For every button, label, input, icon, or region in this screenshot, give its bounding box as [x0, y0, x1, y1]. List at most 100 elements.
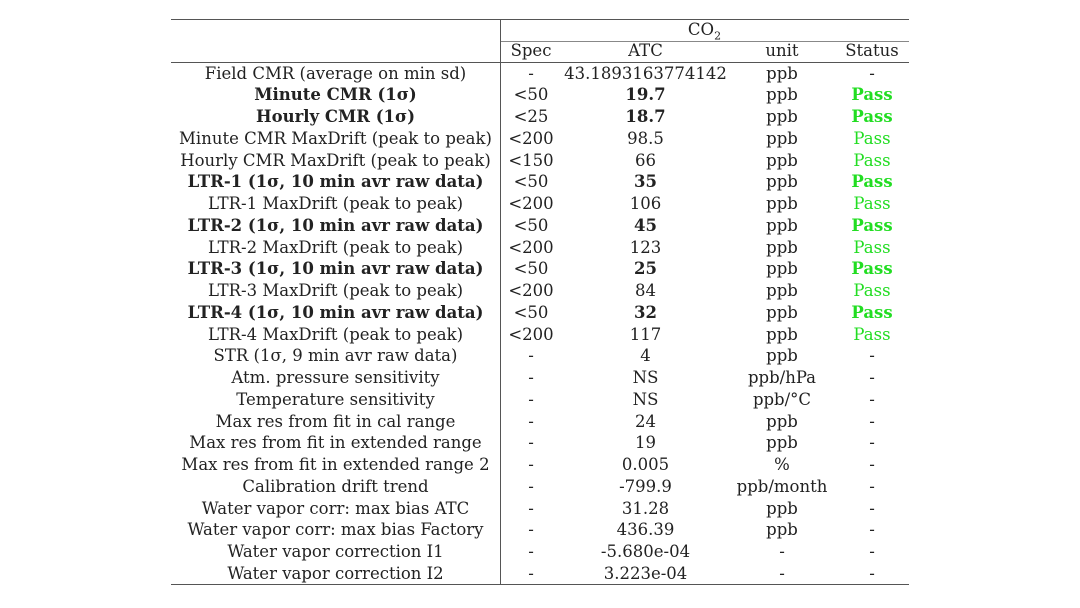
- row-status-cell: Pass: [853, 237, 891, 257]
- header-status: Status: [845, 41, 899, 60]
- table-row: LTR-4 MaxDrift (peak to peak) <200 117 ppb P…: [171, 324, 909, 346]
- row-status-cell: -: [869, 563, 875, 583]
- row-atc-cell: -799.9: [619, 476, 672, 496]
- row-name-cell: LTR-1 MaxDrift (peak to peak): [207, 194, 464, 213]
- row-unit-cell: ppb: [766, 172, 798, 192]
- row-spec-cell: -: [528, 563, 534, 583]
- row-name-cell: LTR-1 (1σ, 10 min avr raw data): [187, 172, 484, 192]
- row-atc-cell: 19: [635, 433, 656, 453]
- row-unit-cell: ppb: [766, 150, 798, 170]
- row-atc-cell: 32: [634, 302, 657, 322]
- row-atc-cell: 35: [634, 172, 657, 192]
- row-spec-cell: -: [528, 455, 534, 474]
- row-unit-cell: ppb: [766, 259, 798, 279]
- table-row: LTR-3 MaxDrift (peak to peak) <200 84 ppb Pa…: [171, 280, 909, 302]
- row-atc-cell: 98.5: [627, 128, 664, 148]
- row-unit-cell: ppb/°C: [752, 389, 812, 409]
- row-status-cell: -: [869, 433, 875, 453]
- row-spec-cell: -: [528, 476, 534, 496]
- row-atc-cell: 31.28: [621, 498, 670, 518]
- header-spec: Spec: [510, 41, 552, 60]
- table-row: Max res from fit in cal range - 24 ppb -: [171, 411, 909, 433]
- table-row: Calibration drift trend - -799.9 ppb/month -: [171, 476, 909, 498]
- row-atc-cell: 106: [629, 194, 662, 213]
- row-spec-cell: <50: [513, 85, 549, 105]
- row-atc-cell: 84: [635, 281, 656, 300]
- row-atc-cell: 19.7: [625, 85, 666, 105]
- row-unit-cell: ppb: [766, 346, 798, 366]
- row-status-cell: Pass: [851, 85, 893, 105]
- table-row: Atm. pressure sensitivity - NS ppb/hPa -: [171, 367, 909, 389]
- row-unit-cell: ppb: [766, 324, 798, 344]
- row-unit-cell: -: [779, 542, 785, 561]
- row-unit-cell: ppb: [766, 128, 798, 148]
- row-spec-cell: <200: [508, 324, 554, 344]
- row-spec-cell: -: [528, 346, 534, 366]
- row-unit-cell: ppb: [766, 411, 798, 431]
- row-name-cell: Temperature sensitivity: [236, 389, 435, 409]
- row-unit-cell: ppb/month: [736, 476, 828, 496]
- header-atc: ATC: [628, 41, 663, 60]
- table-row: Minute CMR MaxDrift (peak to peak) <200 98…: [171, 128, 909, 150]
- row-unit-cell: ppb: [766, 281, 798, 300]
- row-atc-cell: 3.223e-04: [603, 563, 688, 583]
- row-unit-cell: ppb: [766, 520, 798, 540]
- row-atc-cell: 25: [634, 259, 657, 279]
- row-name-cell: LTR-4 (1σ, 10 min avr raw data): [187, 302, 484, 322]
- row-spec-cell: -: [528, 542, 534, 561]
- table-row: Water vapor correction I1 - -5.680e-04 - -: [171, 541, 909, 563]
- row-status-cell: -: [869, 520, 875, 540]
- row-spec-cell: -: [528, 411, 534, 431]
- column-header-row: Spec ATC unit Status: [171, 40, 909, 62]
- row-name-cell: Minute CMR (1σ): [254, 85, 417, 105]
- row-name-cell: LTR-3 (1σ, 10 min avr raw data): [187, 259, 484, 279]
- row-status-cell: -: [869, 411, 875, 431]
- row-atc-cell: NS: [632, 368, 659, 387]
- row-name-cell: Water vapor corr: max bias ATC: [201, 498, 470, 518]
- row-status-cell: -: [869, 368, 875, 387]
- row-status-cell: Pass: [853, 150, 891, 170]
- table-row: LTR-3 (1σ, 10 min avr raw data) <50 25 ppb P…: [171, 258, 909, 280]
- row-name-cell: Calibration drift trend: [242, 476, 429, 496]
- row-spec-cell: -: [528, 433, 534, 453]
- row-spec-cell: <200: [508, 194, 554, 213]
- row-name-cell: Max res from fit in cal range: [215, 411, 456, 431]
- row-atc-cell: 123: [629, 237, 662, 257]
- bottom-rule: [171, 584, 909, 585]
- row-unit-cell: ppb: [766, 302, 798, 322]
- row-name-cell: Hourly CMR MaxDrift (peak to peak): [180, 150, 491, 170]
- row-status-cell: Pass: [851, 172, 893, 192]
- row-status-cell: -: [869, 498, 875, 518]
- row-status-cell: Pass: [851, 107, 893, 126]
- row-status-cell: -: [869, 542, 875, 561]
- row-status-cell: Pass: [851, 215, 893, 235]
- table-row: LTR-1 (1σ, 10 min avr raw data) <50 35 ppb P…: [171, 171, 909, 193]
- table-row: Minute CMR (1σ) <50 19.7 ppb Pass: [171, 84, 909, 106]
- table-row: Max res from fit in extended range - 19 ppb…: [171, 432, 909, 454]
- row-unit-cell: %: [774, 455, 790, 474]
- row-status-cell: Pass: [853, 194, 891, 213]
- group-header-row: CO2: [171, 19, 909, 43]
- row-unit-cell: ppb: [766, 194, 798, 213]
- row-atc-cell: 117: [629, 324, 662, 344]
- row-unit-cell: ppb: [766, 433, 798, 453]
- row-unit-cell: ppb: [766, 498, 798, 518]
- row-spec-cell: <200: [508, 237, 554, 257]
- table-row: Water vapor corr: max bias ATC - 31.28 ppb -: [171, 498, 909, 520]
- row-spec-cell: <25: [513, 107, 549, 126]
- co2-subscript: 2: [714, 29, 722, 43]
- row-atc-cell: 0.005: [621, 455, 670, 474]
- row-spec-cell: <50: [513, 172, 549, 192]
- row-unit-cell: -: [779, 563, 785, 583]
- row-unit-cell: ppb: [766, 63, 798, 83]
- row-atc-cell: 4: [640, 346, 651, 366]
- header-unit: unit: [765, 41, 799, 60]
- row-status-cell: Pass: [851, 259, 893, 279]
- row-spec-cell: -: [528, 368, 534, 387]
- row-status-cell: Pass: [853, 324, 891, 344]
- top-rule: [171, 19, 909, 20]
- table-row: Max res from fit in extended range 2 - 0.0…: [171, 454, 909, 476]
- row-name-cell: LTR-2 MaxDrift (peak to peak): [207, 237, 464, 257]
- table-row: LTR-2 (1σ, 10 min avr raw data) <50 45 ppb P…: [171, 215, 909, 237]
- row-name-cell: LTR-4 MaxDrift (peak to peak): [207, 324, 464, 344]
